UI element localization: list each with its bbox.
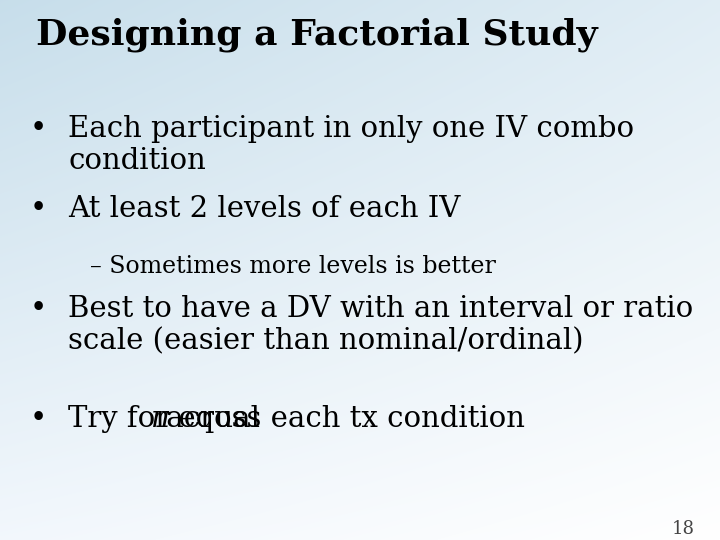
Text: Designing a Factorial Study: Designing a Factorial Study [36,18,598,52]
Text: – Sometimes more levels is better: – Sometimes more levels is better [90,255,496,278]
Text: •: • [30,195,48,223]
Text: across each tx condition: across each tx condition [157,405,525,433]
Text: Try for equal: Try for equal [68,405,269,433]
Text: At least 2 levels of each IV: At least 2 levels of each IV [68,195,460,223]
Text: •: • [30,295,48,323]
Text: 18: 18 [672,520,695,538]
Text: n: n [150,405,169,433]
Text: •: • [30,405,48,433]
Text: •: • [30,115,48,143]
Text: Best to have a DV with an interval or ratio
scale (easier than nominal/ordinal): Best to have a DV with an interval or ra… [68,295,693,355]
Text: Each participant in only one IV combo
condition: Each participant in only one IV combo co… [68,115,634,176]
